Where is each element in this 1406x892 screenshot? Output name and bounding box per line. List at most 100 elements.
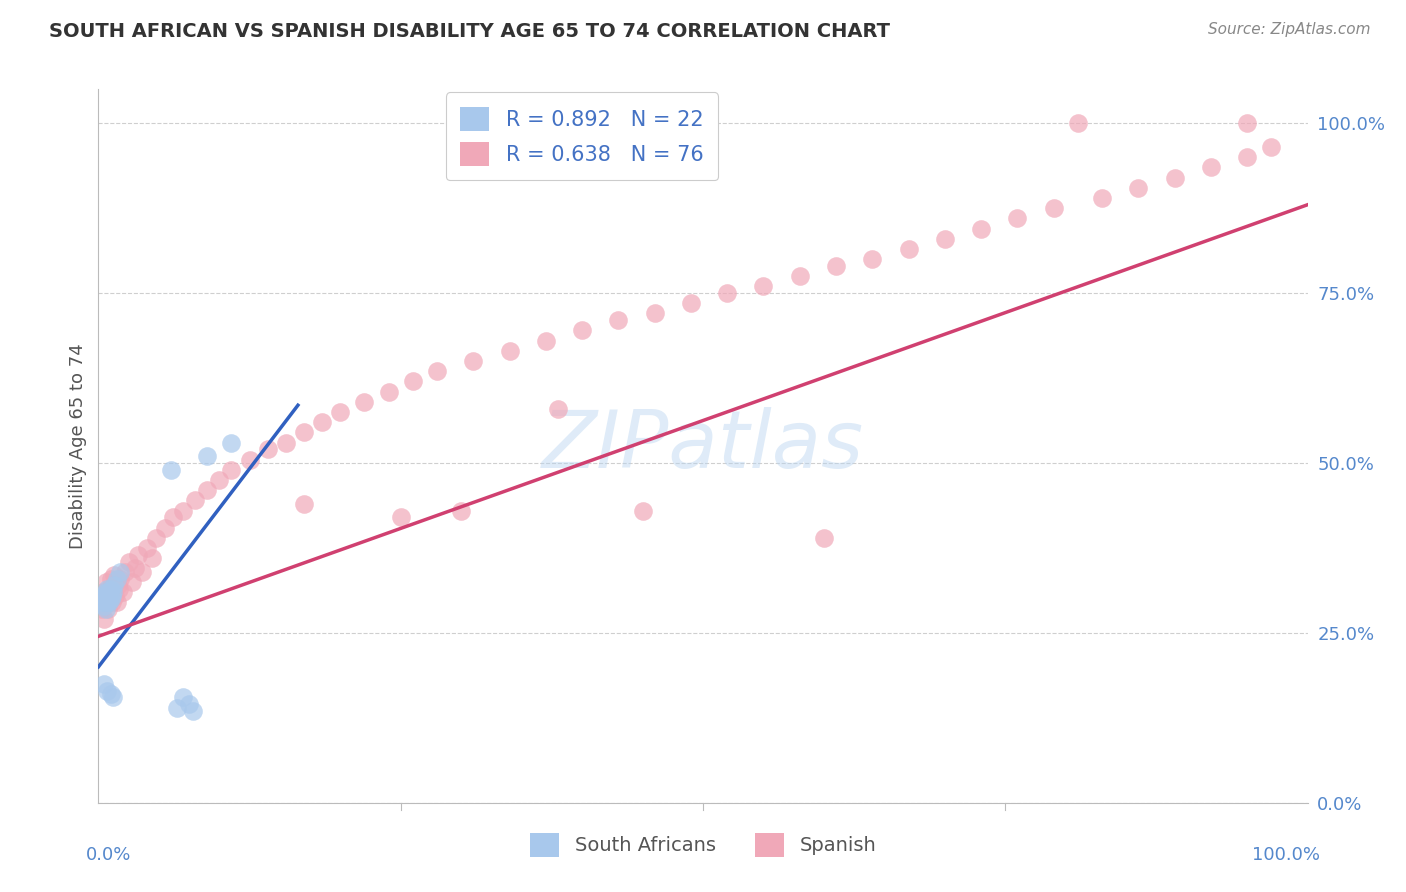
Point xyxy=(97,585,120,599)
Point xyxy=(104,589,127,603)
Point xyxy=(114,565,136,579)
Point xyxy=(426,364,449,378)
Point xyxy=(1199,161,1222,175)
Point xyxy=(534,334,557,348)
Point xyxy=(195,483,218,498)
Point xyxy=(96,683,118,698)
Point xyxy=(329,405,352,419)
Point xyxy=(108,565,131,579)
Point xyxy=(93,595,115,609)
Point xyxy=(389,510,412,524)
Point xyxy=(153,520,176,534)
Point xyxy=(463,354,485,368)
Point xyxy=(607,313,630,327)
Point xyxy=(97,602,120,616)
Point xyxy=(172,690,194,705)
Point xyxy=(97,591,120,606)
Point xyxy=(100,582,122,596)
Point xyxy=(145,531,167,545)
Point xyxy=(498,343,520,358)
Point xyxy=(679,296,702,310)
Text: ZIPatlas: ZIPatlas xyxy=(541,407,865,485)
Point xyxy=(108,572,131,586)
Point xyxy=(93,589,115,603)
Text: 100.0%: 100.0% xyxy=(1251,846,1320,863)
Point xyxy=(160,463,183,477)
Point xyxy=(100,572,122,586)
Point xyxy=(96,591,118,606)
Point xyxy=(100,687,122,701)
Point xyxy=(91,591,114,606)
Point xyxy=(100,589,122,603)
Point xyxy=(377,384,399,399)
Point xyxy=(91,585,114,599)
Point xyxy=(353,394,375,409)
Point xyxy=(96,595,118,609)
Point xyxy=(311,415,333,429)
Point xyxy=(179,698,201,712)
Point xyxy=(162,510,184,524)
Point xyxy=(716,286,738,301)
Point xyxy=(221,435,243,450)
Point xyxy=(141,551,163,566)
Point xyxy=(101,585,124,599)
Point xyxy=(631,503,654,517)
Point xyxy=(105,595,128,609)
Point xyxy=(256,442,278,457)
Point xyxy=(292,425,315,440)
Point xyxy=(131,565,153,579)
Point xyxy=(135,541,157,555)
Point xyxy=(1067,116,1090,130)
Point xyxy=(100,595,122,609)
Point xyxy=(970,221,993,235)
Point xyxy=(825,259,848,273)
Point xyxy=(124,561,146,575)
Point xyxy=(402,375,425,389)
Point xyxy=(644,306,666,320)
Point xyxy=(813,531,835,545)
Point xyxy=(195,449,218,463)
Point xyxy=(1091,191,1114,205)
Point xyxy=(274,435,297,450)
Point xyxy=(98,582,121,596)
Point xyxy=(93,677,115,691)
Y-axis label: Disability Age 65 to 74: Disability Age 65 to 74 xyxy=(69,343,87,549)
Point xyxy=(105,572,128,586)
Point xyxy=(121,574,143,589)
Point xyxy=(91,595,114,609)
Point xyxy=(93,599,115,613)
Point xyxy=(107,578,129,592)
Point xyxy=(897,242,920,256)
Point xyxy=(108,582,131,596)
Point xyxy=(100,591,122,606)
Point xyxy=(1260,140,1282,154)
Point xyxy=(118,555,141,569)
Point xyxy=(752,279,775,293)
Point xyxy=(860,252,883,266)
Point xyxy=(571,323,593,337)
Point xyxy=(184,493,207,508)
Point xyxy=(93,612,115,626)
Text: 0.0%: 0.0% xyxy=(86,846,132,863)
Text: SOUTH AFRICAN VS SPANISH DISABILITY AGE 65 TO 74 CORRELATION CHART: SOUTH AFRICAN VS SPANISH DISABILITY AGE … xyxy=(49,22,890,41)
Legend: South Africans, Spanish: South Africans, Spanish xyxy=(522,825,884,864)
Point xyxy=(1042,201,1064,215)
Point xyxy=(181,704,204,718)
Point xyxy=(91,602,114,616)
Point xyxy=(1007,211,1029,226)
Point xyxy=(1236,116,1258,130)
Point xyxy=(94,602,117,616)
Point xyxy=(111,585,134,599)
Point xyxy=(221,463,243,477)
Point xyxy=(101,585,124,599)
Text: Source: ZipAtlas.com: Source: ZipAtlas.com xyxy=(1208,22,1371,37)
Point xyxy=(292,497,315,511)
Point xyxy=(172,503,194,517)
Point xyxy=(166,700,188,714)
Point xyxy=(100,591,122,606)
Point xyxy=(103,578,125,592)
Point xyxy=(239,452,262,467)
Point xyxy=(96,582,118,596)
Point xyxy=(101,690,124,705)
Point xyxy=(208,473,231,487)
